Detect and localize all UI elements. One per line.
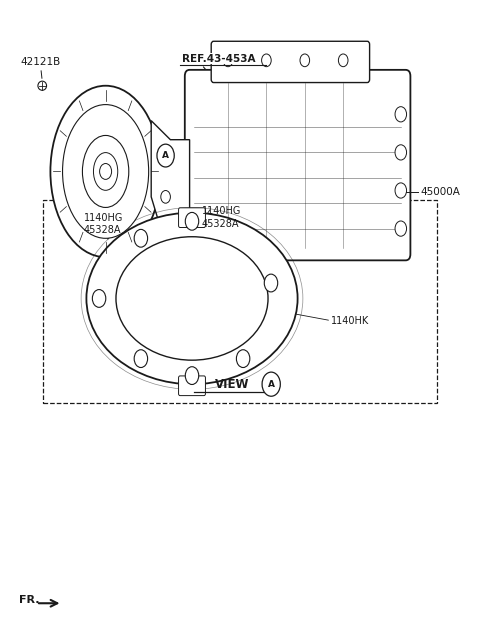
Circle shape bbox=[92, 290, 106, 307]
Polygon shape bbox=[151, 121, 190, 229]
Text: A: A bbox=[268, 380, 275, 389]
Circle shape bbox=[395, 145, 407, 160]
Circle shape bbox=[262, 372, 280, 396]
Text: A: A bbox=[162, 151, 169, 160]
Circle shape bbox=[395, 183, 407, 198]
Circle shape bbox=[134, 229, 148, 247]
Text: 1140HK: 1140HK bbox=[331, 316, 370, 326]
Circle shape bbox=[185, 366, 199, 384]
Ellipse shape bbox=[38, 81, 47, 90]
Circle shape bbox=[185, 212, 199, 230]
Circle shape bbox=[338, 54, 348, 67]
Circle shape bbox=[134, 350, 148, 368]
FancyBboxPatch shape bbox=[179, 208, 205, 227]
Circle shape bbox=[157, 144, 174, 167]
Ellipse shape bbox=[116, 237, 268, 360]
Ellipse shape bbox=[86, 213, 298, 384]
Circle shape bbox=[264, 274, 278, 292]
Text: 42121B: 42121B bbox=[21, 57, 61, 67]
FancyBboxPatch shape bbox=[179, 376, 205, 396]
Text: 1140HG
45328A: 1140HG 45328A bbox=[202, 206, 241, 229]
Circle shape bbox=[395, 221, 407, 236]
Ellipse shape bbox=[94, 152, 118, 190]
Circle shape bbox=[161, 190, 170, 203]
Ellipse shape bbox=[62, 105, 149, 238]
Ellipse shape bbox=[83, 135, 129, 208]
Circle shape bbox=[223, 54, 233, 67]
Text: 45000A: 45000A bbox=[420, 187, 460, 197]
Circle shape bbox=[300, 54, 310, 67]
Text: 1140HG
45328A: 1140HG 45328A bbox=[84, 213, 123, 235]
Circle shape bbox=[161, 146, 170, 159]
Ellipse shape bbox=[50, 86, 161, 257]
FancyBboxPatch shape bbox=[43, 200, 437, 403]
Circle shape bbox=[395, 107, 407, 122]
FancyBboxPatch shape bbox=[211, 41, 370, 83]
Circle shape bbox=[236, 350, 250, 368]
Text: FR.: FR. bbox=[19, 595, 40, 605]
Ellipse shape bbox=[100, 163, 112, 179]
FancyBboxPatch shape bbox=[185, 70, 410, 260]
Circle shape bbox=[262, 54, 271, 67]
Text: VIEW: VIEW bbox=[215, 378, 250, 391]
Text: REF.43-453A: REF.43-453A bbox=[182, 53, 256, 64]
